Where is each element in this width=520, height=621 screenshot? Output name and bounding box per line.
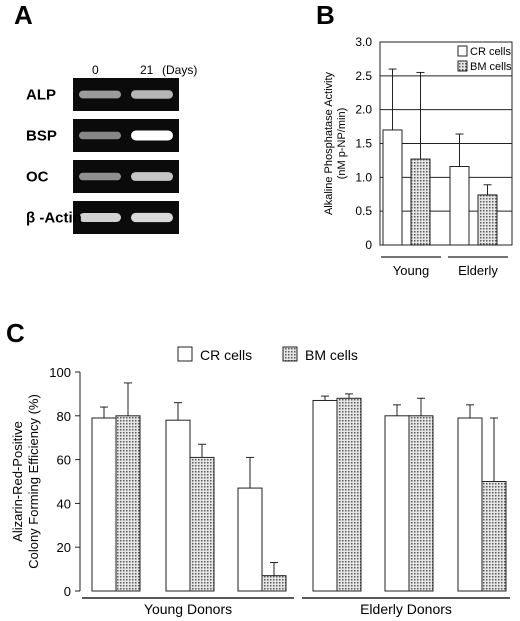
gel-band bbox=[131, 212, 173, 223]
y-axis-title-unit: (nM p-NP/min) bbox=[336, 108, 348, 180]
bar bbox=[336, 397, 362, 592]
y-tick-label: 0.5 bbox=[355, 204, 372, 218]
legend-swatch bbox=[282, 346, 298, 362]
bar bbox=[165, 419, 191, 592]
y-tick-label: 2.0 bbox=[355, 103, 372, 117]
gel-band bbox=[79, 131, 121, 140]
y-tick-label: 0 bbox=[64, 584, 71, 599]
y-tick-label: 1.5 bbox=[355, 137, 372, 151]
panel-b-letter: B bbox=[316, 0, 335, 30]
bar bbox=[237, 487, 263, 592]
bar bbox=[408, 415, 434, 592]
y-tick-label: 100 bbox=[49, 365, 71, 380]
y-tick-label: 3.0 bbox=[355, 35, 372, 49]
bar bbox=[312, 399, 338, 592]
gel-label: OC bbox=[26, 169, 49, 186]
legend-label: CR cells bbox=[470, 46, 511, 58]
legend-swatch bbox=[457, 45, 468, 57]
bar bbox=[477, 194, 498, 246]
gel-band bbox=[79, 172, 121, 181]
day-label-21: 21 bbox=[140, 63, 154, 77]
legend-label: BM cells bbox=[470, 61, 512, 73]
legend-swatch bbox=[457, 60, 468, 72]
bar bbox=[382, 129, 403, 246]
y-tick-label: 0 bbox=[365, 238, 372, 252]
x-group-label: Young bbox=[393, 263, 429, 278]
bar bbox=[481, 481, 507, 592]
y-axis-title: Alkaline Phosphatase Activity bbox=[323, 71, 335, 215]
panel-a-letter: A bbox=[14, 0, 33, 30]
bar bbox=[410, 158, 431, 246]
y-axis-title: Alizarin-Red-Positive bbox=[10, 421, 25, 542]
bar bbox=[115, 415, 141, 592]
gel-band bbox=[79, 90, 121, 99]
bar bbox=[449, 166, 470, 246]
y-axis-title-unit: Colony Forming Efficiency (%) bbox=[26, 394, 41, 569]
y-tick-label: 20 bbox=[57, 540, 71, 555]
legend-label: CR cells bbox=[200, 347, 252, 363]
chart-b: 0 0.5 1.0 1.5 2.0 2.5 3.0 Alkaline Phosphatase … bbox=[323, 35, 513, 278]
gel-band bbox=[131, 90, 173, 99]
y-tick-label: 80 bbox=[57, 409, 71, 424]
y-tick-label: 40 bbox=[57, 496, 71, 511]
x-group-label: Young Donors bbox=[144, 601, 232, 617]
gel-images: ALP BSP OC β -Actin bbox=[26, 78, 179, 234]
bar bbox=[91, 417, 117, 592]
legend-label: BM cells bbox=[305, 347, 358, 363]
bar bbox=[384, 415, 410, 592]
gel-band bbox=[131, 130, 173, 141]
y-tick-label: 2.5 bbox=[355, 69, 372, 83]
day-label-0: 0 bbox=[92, 63, 99, 77]
bar bbox=[457, 417, 483, 592]
x-group-label: Elderly bbox=[458, 263, 498, 278]
y-tick-label: 1.0 bbox=[355, 170, 372, 184]
gel-label: β -Actin bbox=[26, 210, 82, 227]
bar bbox=[189, 456, 215, 592]
legend-swatch bbox=[177, 346, 193, 362]
x-group-label: Elderly Donors bbox=[360, 601, 452, 617]
gel-band bbox=[79, 213, 121, 222]
gel-label: BSP bbox=[26, 128, 57, 145]
bar bbox=[261, 575, 287, 592]
chart-c: 0 20 40 60 80 100 Alizarin-Red-Positive Colony … bbox=[10, 346, 510, 617]
gel-band bbox=[131, 172, 173, 181]
day-unit-label: (Days) bbox=[162, 63, 197, 77]
panel-c-letter: C bbox=[6, 318, 25, 348]
gel-label: ALP bbox=[26, 87, 56, 104]
y-tick-label: 60 bbox=[57, 453, 71, 468]
